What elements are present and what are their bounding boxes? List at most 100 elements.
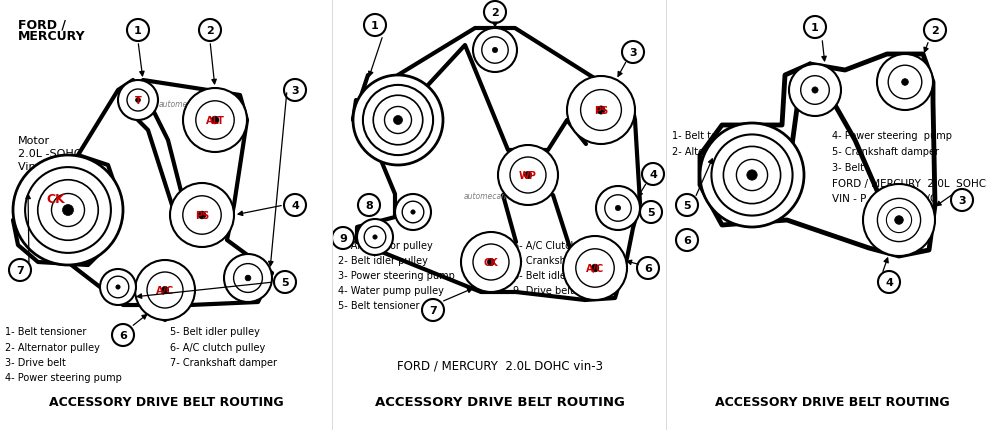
Text: PS: PS (594, 106, 608, 116)
Text: 2: 2 (492, 8, 498, 18)
Circle shape (13, 156, 123, 265)
Circle shape (118, 81, 158, 121)
Circle shape (622, 42, 644, 64)
Circle shape (112, 324, 134, 346)
Circle shape (951, 190, 973, 212)
Circle shape (804, 17, 826, 39)
Circle shape (183, 89, 247, 153)
Text: 6: 6 (683, 236, 691, 246)
Circle shape (63, 205, 74, 216)
Circle shape (637, 258, 659, 280)
Text: 3: 3 (291, 86, 299, 96)
Circle shape (747, 170, 757, 181)
Circle shape (198, 212, 205, 219)
Text: 1- Alternator pulley: 1- Alternator pulley (338, 240, 433, 250)
Text: FORD / MERCURY  2.0L  SOHC: FORD / MERCURY 2.0L SOHC (832, 178, 986, 189)
Text: CK: CK (46, 193, 65, 206)
Text: 2: 2 (931, 26, 939, 36)
Text: 1- Belt tensioner: 1- Belt tensioner (5, 326, 87, 336)
Text: 3- Power steering pump: 3- Power steering pump (338, 270, 455, 280)
Circle shape (567, 77, 635, 144)
Text: ALT: ALT (205, 116, 224, 126)
Circle shape (170, 184, 234, 247)
Circle shape (563, 237, 627, 300)
Text: 2.0L -SOHC: 2.0L -SOHC (18, 149, 82, 159)
Text: 4- Power steering  pump: 4- Power steering pump (832, 131, 952, 141)
Text: 7: 7 (16, 265, 24, 275)
Text: 5: 5 (281, 277, 289, 287)
Text: 2- Alternator pulley: 2- Alternator pulley (5, 342, 100, 352)
Circle shape (597, 107, 605, 115)
Circle shape (224, 255, 272, 302)
Text: 8- Belt idler pulley: 8- Belt idler pulley (513, 270, 603, 280)
Circle shape (162, 287, 168, 294)
Text: 5: 5 (683, 200, 691, 211)
Text: MERCURY: MERCURY (18, 30, 86, 43)
Circle shape (596, 187, 640, 230)
Circle shape (357, 219, 393, 255)
Text: Motor: Motor (18, 136, 50, 146)
Text: automecanico.com: automecanico.com (159, 100, 231, 109)
Circle shape (274, 271, 296, 293)
Text: 5- Crankshaft damper: 5- Crankshaft damper (832, 147, 939, 157)
Circle shape (894, 216, 903, 225)
Text: Vin- P: Vin- P (18, 162, 50, 172)
Circle shape (358, 194, 380, 216)
Circle shape (640, 202, 662, 224)
Circle shape (877, 55, 933, 111)
Text: 5- Belt tensioner: 5- Belt tensioner (338, 300, 420, 310)
Text: 2- Belt idler pulley: 2- Belt idler pulley (338, 255, 428, 265)
Text: 6: 6 (119, 330, 127, 340)
Circle shape (615, 206, 621, 211)
Circle shape (901, 80, 908, 86)
Circle shape (395, 194, 431, 230)
Circle shape (789, 65, 841, 117)
Circle shape (676, 194, 698, 216)
Text: 3: 3 (629, 48, 637, 58)
Circle shape (353, 76, 443, 166)
Circle shape (127, 20, 149, 42)
Circle shape (9, 259, 31, 281)
Text: 1: 1 (135, 26, 142, 36)
Circle shape (484, 2, 506, 24)
Text: 3- Drive belt: 3- Drive belt (5, 357, 66, 367)
Text: WP: WP (519, 171, 537, 181)
Circle shape (364, 15, 386, 37)
Text: 7: 7 (429, 305, 437, 315)
Text: 7- Crankshaft pulley: 7- Crankshaft pulley (513, 255, 612, 265)
Text: 4: 4 (291, 200, 299, 211)
Circle shape (676, 230, 698, 252)
Text: 3: 3 (958, 196, 966, 206)
Text: 7- Crankshaft damper: 7- Crankshaft damper (170, 357, 277, 367)
Text: 9- Drive belt: 9- Drive belt (513, 286, 574, 295)
Circle shape (524, 172, 531, 179)
Circle shape (878, 271, 900, 293)
Circle shape (700, 124, 804, 227)
Text: T: T (135, 96, 142, 106)
Circle shape (135, 261, 195, 320)
Circle shape (199, 20, 221, 42)
Text: automecanico.com: automecanico.com (464, 191, 536, 200)
Circle shape (473, 29, 517, 73)
Circle shape (411, 210, 415, 215)
Text: 4- Power steering pump: 4- Power steering pump (5, 372, 122, 382)
Circle shape (332, 227, 354, 249)
Text: CK: CK (484, 258, 498, 267)
Text: 6: 6 (644, 264, 652, 273)
Circle shape (642, 164, 664, 186)
Text: 2: 2 (206, 26, 214, 36)
Text: FORD / MERCURY  2.0L DOHC vin-3: FORD / MERCURY 2.0L DOHC vin-3 (397, 359, 603, 372)
Circle shape (245, 276, 251, 281)
Text: 9: 9 (339, 233, 347, 243)
Circle shape (284, 194, 306, 216)
Text: 2- Alternator pulley: 2- Alternator pulley (672, 147, 767, 157)
Text: ACCESSORY DRIVE BELT ROUTING: ACCESSORY DRIVE BELT ROUTING (375, 395, 625, 408)
Circle shape (591, 264, 599, 272)
Text: 4- Water pump pulley: 4- Water pump pulley (338, 286, 444, 295)
Circle shape (498, 146, 558, 206)
Text: 4: 4 (885, 277, 893, 287)
Text: 1: 1 (371, 21, 379, 31)
Circle shape (461, 233, 521, 292)
Circle shape (116, 285, 121, 289)
Text: 1- Belt tensioner: 1- Belt tensioner (672, 131, 754, 141)
